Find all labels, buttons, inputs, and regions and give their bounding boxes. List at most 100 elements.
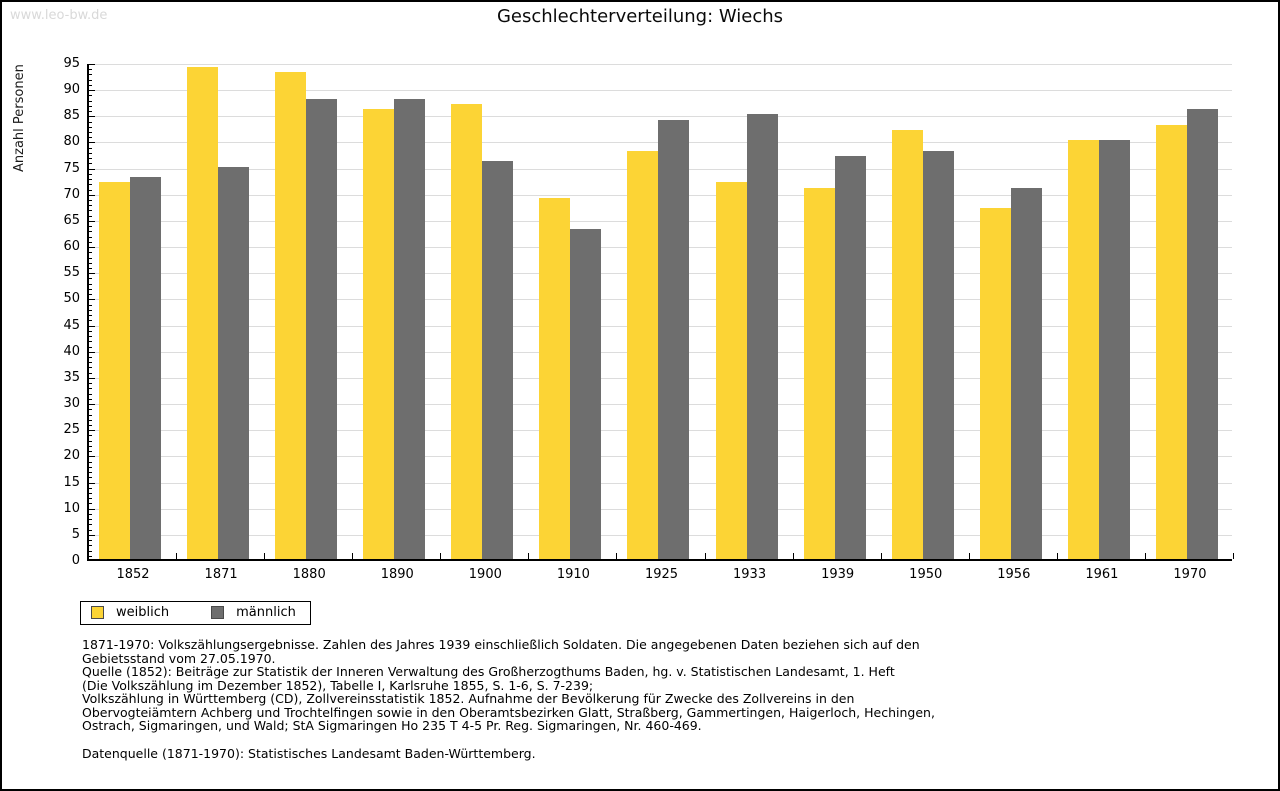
y-tick-minor (89, 79, 92, 81)
y-tick-minor (89, 372, 92, 374)
y-tick-minor (89, 472, 92, 474)
y-tick-minor (89, 440, 92, 442)
y-tick-major-60 (89, 247, 95, 249)
x-category-label-1890: 1890 (380, 567, 414, 582)
x-boundary-tick (176, 553, 178, 559)
bar-weiblich-1956 (979, 208, 1011, 559)
y-tick-major-75 (89, 168, 95, 170)
x-category-label-1900: 1900 (468, 567, 502, 582)
x-boundary-tick (264, 553, 266, 559)
y-tick-major-30 (89, 404, 95, 406)
bar-weiblich-1933 (715, 182, 747, 559)
y-tick-minor (89, 147, 92, 149)
y-tick-label-55: 55 (63, 265, 80, 281)
y-tick-label-5: 5 (71, 526, 80, 542)
x-boundary-tick (528, 553, 530, 559)
y-tick-major-5 (89, 534, 95, 536)
y-tick-minor (89, 252, 92, 254)
y-tick-minor (89, 466, 92, 468)
footer-line-7: Ostrach, Sigmaringen, und Wald; StA Sigm… (82, 718, 702, 733)
y-tick-minor (89, 132, 92, 133)
y-tick-label-75: 75 (63, 160, 80, 176)
x-category-label-1970: 1970 (1173, 567, 1207, 582)
chart-title: Geschlechterverteilung: Wiechs (496, 6, 784, 27)
bar-männlich-1933 (746, 114, 778, 559)
legend-item-maennlich: männlich (211, 605, 296, 620)
y-tick-major-10 (89, 508, 95, 510)
y-tick-label-10: 10 (63, 500, 80, 516)
y-tick-minor (89, 414, 92, 416)
bar-männlich-1880 (306, 98, 338, 559)
bar-männlich-1871 (218, 166, 250, 559)
y-tick-label-25: 25 (63, 422, 80, 438)
x-boundary-tick (352, 553, 354, 559)
y-tick-minor (89, 492, 92, 494)
bar-männlich-1900 (482, 161, 514, 559)
y-tick-minor (89, 236, 92, 238)
y-tick-minor (89, 451, 92, 453)
y-tick-minor (89, 519, 92, 521)
y-tick-major-95 (89, 64, 95, 65)
y-tick-minor (89, 409, 92, 411)
y-tick-minor (89, 424, 92, 426)
y-tick-minor (89, 388, 92, 390)
y-tick-minor (89, 262, 92, 264)
y-tick-minor (89, 341, 92, 343)
y-tick-minor (89, 336, 92, 338)
y-tick-minor (89, 498, 92, 500)
y-tick-minor (89, 210, 92, 212)
y-tick-label-60: 60 (63, 239, 80, 255)
y-tick-minor (89, 268, 92, 270)
y-tick-label-70: 70 (63, 186, 80, 202)
y-tick-minor (89, 84, 92, 86)
y-tick-minor (89, 179, 92, 181)
x-category-label-1933: 1933 (733, 567, 767, 582)
y-tick-label-65: 65 (63, 212, 80, 228)
y-tick-minor (89, 294, 92, 296)
y-tick-major-90 (89, 90, 95, 92)
y-tick-label-40: 40 (63, 343, 80, 359)
bar-weiblich-1939 (803, 187, 835, 559)
y-tick-minor (89, 320, 92, 322)
bar-männlich-1956 (1010, 187, 1042, 559)
y-tick-minor (89, 419, 92, 421)
y-tick-major-55 (89, 273, 95, 275)
y-tick-minor (89, 545, 92, 547)
footer-line-5: Volkszählung in Württemberg (CD), Zollve… (82, 691, 855, 706)
y-tick-minor (89, 513, 92, 515)
x-boundary-tick (1056, 553, 1058, 559)
y-tick-minor (89, 226, 92, 228)
x-boundary-tick (1144, 553, 1146, 559)
y-tick-major-15 (89, 482, 95, 484)
bar-weiblich-1871 (187, 67, 219, 559)
y-tick-minor (89, 383, 92, 385)
source-notes: 1871-1970: Volkszählungsergebnisse. Zahl… (82, 638, 935, 733)
footnotes: 1871-1970: Volkszählungsergebnisse. Zahl… (82, 638, 935, 760)
y-tick-minor (89, 445, 92, 447)
y-tick-minor (89, 330, 92, 332)
bar-weiblich-1970 (1155, 124, 1187, 559)
y-tick-minor (89, 393, 92, 395)
y-tick-minor (89, 137, 92, 139)
x-category-label-1950: 1950 (909, 567, 943, 582)
y-tick-major-50 (89, 299, 95, 301)
y-tick-minor (89, 435, 92, 437)
y-tick-label-0: 0 (71, 553, 80, 568)
y-tick-minor (89, 158, 92, 160)
y-tick-minor (89, 283, 92, 285)
x-boundary-tick (880, 553, 882, 559)
y-tick-label-85: 85 (63, 108, 80, 124)
y-tick-minor (89, 241, 92, 243)
y-tick-minor (89, 398, 92, 400)
bar-männlich-1970 (1186, 109, 1218, 559)
y-tick-minor (89, 346, 92, 348)
bar-männlich-1910 (570, 229, 602, 559)
y-tick-major-20 (89, 456, 95, 458)
legend-label-maennlich: männlich (236, 605, 296, 620)
y-tick-minor (89, 461, 92, 463)
y-tick-minor (89, 231, 92, 233)
y-tick-minor (89, 215, 92, 217)
y-tick-minor (89, 126, 92, 128)
y-tick-minor (89, 529, 92, 531)
x-boundary-tick (616, 553, 618, 559)
